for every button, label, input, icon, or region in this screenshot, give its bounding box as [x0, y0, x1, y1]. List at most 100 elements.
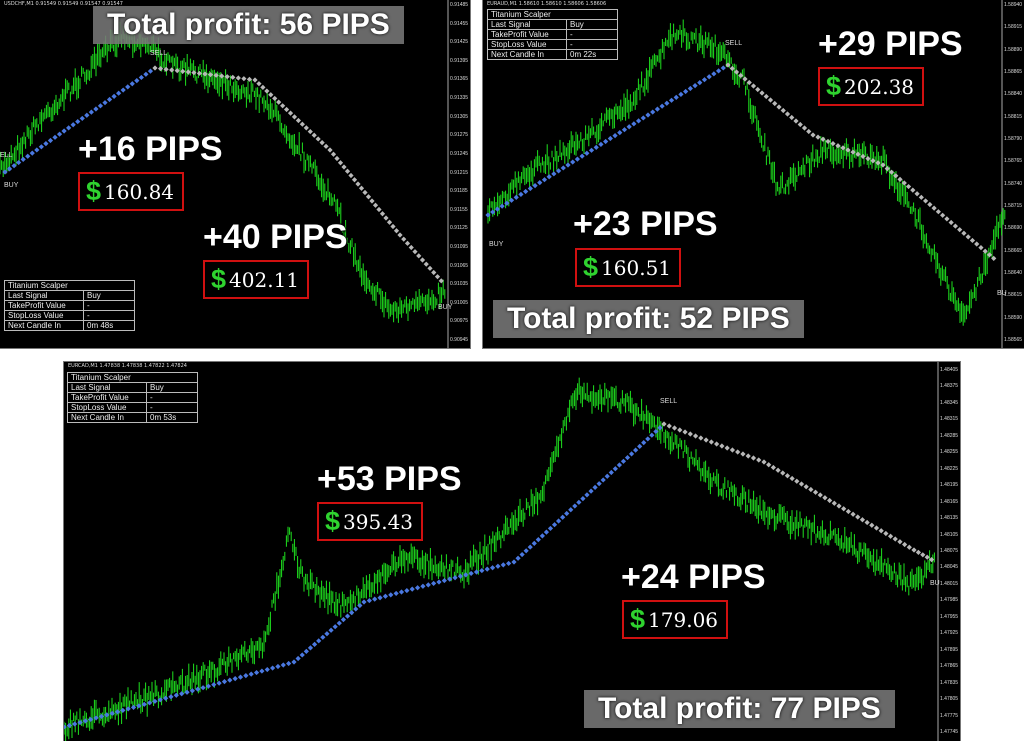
- signal-label: SELL: [725, 40, 743, 47]
- info-value: 0m 48s: [83, 320, 135, 331]
- amount-value: 395.43: [343, 509, 414, 534]
- indicator-info: Titanium Scalper Last Signal Buy TakeProfit…: [4, 280, 135, 331]
- currency-sign: $: [86, 176, 102, 206]
- price-axis-label: 1.58890: [1004, 46, 1023, 53]
- price-axis-label: 1.47895: [940, 646, 959, 653]
- info-row: TakeProfit Value -: [4, 300, 135, 311]
- price-axis-label: 1.48375: [940, 383, 959, 390]
- price-axis-label: 1.48225: [940, 465, 959, 472]
- info-value: Buy: [83, 290, 135, 301]
- signal-label: BUY: [438, 304, 453, 311]
- price-axis-label: 1.58665: [1004, 247, 1023, 254]
- price-axis-label: 1.48345: [940, 399, 959, 406]
- signal-label: ELL: [0, 152, 13, 159]
- indicator-info: Titanium Scalper Last Signal Buy TakeProfit…: [487, 9, 618, 60]
- price-axis-label: 1.48135: [940, 515, 959, 522]
- info-key: Next Candle In: [67, 412, 147, 423]
- info-row: StopLoss Value -: [4, 310, 135, 321]
- trade-amount: $160.51: [575, 248, 682, 287]
- price-axis-label: 1.48315: [940, 416, 959, 423]
- price-axis-label: 0.91005: [450, 299, 469, 306]
- trade-pips: +24 PIPS: [621, 558, 766, 596]
- info-value: -: [566, 29, 618, 40]
- price-axis-label: 0.90945: [450, 337, 469, 343]
- price-axis-label: 0.91425: [450, 39, 469, 46]
- info-row: Last Signal Buy: [67, 382, 198, 393]
- price-axis-label: 1.48285: [940, 432, 959, 439]
- price-axis-label: 1.58565: [1004, 337, 1023, 343]
- info-row: Titanium Scalper: [487, 9, 618, 20]
- price-axis-label: 0.91305: [450, 113, 469, 120]
- price-candles: [64, 377, 935, 741]
- info-row: Last Signal Buy: [4, 290, 135, 301]
- price-axis-label: 1.58615: [1004, 292, 1023, 299]
- price-chart: [64, 362, 939, 741]
- price-axis-label: 1.58865: [1004, 69, 1023, 75]
- signal-label: SELL: [150, 50, 168, 57]
- trade-amount: $179.06: [622, 600, 729, 639]
- info-key: TakeProfit Value: [67, 392, 147, 403]
- price-axis-label: 1.48255: [940, 449, 959, 456]
- info-row: Next Candle In 0m 48s: [4, 320, 135, 331]
- price-axis-label: 1.47925: [940, 630, 959, 637]
- info-key: StopLoss Value: [487, 39, 567, 50]
- amount-value: 202.38: [844, 74, 915, 99]
- price-axis-label: 1.58815: [1004, 113, 1023, 120]
- price-axis-label: 0.91365: [450, 76, 469, 83]
- trade-amount: $395.43: [317, 502, 424, 541]
- trade-pips: +16 PIPS: [78, 130, 223, 168]
- price-axis-label: 0.91065: [450, 262, 469, 269]
- price-axis-label: 1.48015: [940, 580, 959, 587]
- info-key: Next Candle In: [487, 49, 567, 60]
- info-row: Titanium Scalper: [4, 280, 135, 291]
- price-axis-label: 0.91395: [450, 57, 469, 64]
- price-axis-label: 1.47835: [940, 679, 959, 686]
- chart-panel: 0.91485 0.91455 0.91425 0.91395 0.91365 0.913…: [0, 0, 471, 349]
- total-profit: Total profit: 52 PIPS: [493, 300, 804, 338]
- info-value: 0m 53s: [146, 412, 198, 423]
- symbol-header: EURAUD,M1 1.58610 1.58610 1.58606 1.5860…: [487, 1, 607, 7]
- price-axis-label: 1.48105: [940, 531, 959, 538]
- price-candles: [487, 19, 1006, 326]
- info-key: StopLoss Value: [67, 402, 147, 413]
- price-axis-label: 1.47865: [940, 663, 959, 670]
- price-axis-label: 1.58915: [1004, 24, 1023, 31]
- trade-amount: $202.38: [818, 67, 925, 106]
- info-row: Titanium Scalper: [67, 372, 198, 383]
- info-value: Buy: [146, 382, 198, 393]
- signal-label: BUY: [489, 241, 504, 248]
- price-axis-label: 0.91455: [450, 20, 469, 27]
- price-axis-label: 0.91215: [450, 169, 469, 176]
- info-value: -: [83, 310, 135, 321]
- currency-sign: $: [630, 604, 646, 634]
- info-value: -: [146, 392, 198, 403]
- price-axis-label: 0.91155: [450, 206, 468, 213]
- price-axis-label: 1.58640: [1004, 270, 1023, 276]
- currency-sign: $: [325, 506, 341, 536]
- trade-amount: $160.84: [78, 172, 185, 211]
- sell-trail: [661, 421, 935, 563]
- info-value: -: [83, 300, 135, 311]
- info-key: StopLoss Value: [4, 310, 84, 321]
- amount-value: 179.06: [648, 607, 719, 632]
- trade-pips: +53 PIPS: [317, 460, 462, 498]
- price-axis-label: 1.58740: [1004, 180, 1023, 187]
- signal-label: BU: [997, 290, 1007, 297]
- price-axis-label: 1.58765: [1004, 158, 1023, 165]
- currency-sign: $: [211, 264, 227, 294]
- info-key: Last Signal: [487, 19, 567, 30]
- info-row: Last Signal Buy: [487, 19, 618, 30]
- price-axis-label: 0.90975: [450, 318, 469, 325]
- buy-trail: [2, 68, 154, 175]
- price-axis-label: 0.91035: [450, 281, 469, 288]
- price-axis-label: 1.47775: [940, 712, 959, 719]
- total-profit: Total profit: 77 PIPS: [584, 690, 895, 728]
- info-key: Last Signal: [67, 382, 147, 393]
- buy-trail: [485, 65, 726, 218]
- info-row: Next Candle In 0m 22s: [487, 49, 618, 60]
- info-value: Buy: [566, 19, 618, 30]
- info-row: Next Candle In 0m 53s: [67, 412, 198, 423]
- signal-label: BUY: [4, 182, 19, 189]
- indicator-info: Titanium Scalper Last Signal Buy TakeProfit…: [67, 372, 198, 423]
- info-title: Titanium Scalper: [67, 372, 198, 383]
